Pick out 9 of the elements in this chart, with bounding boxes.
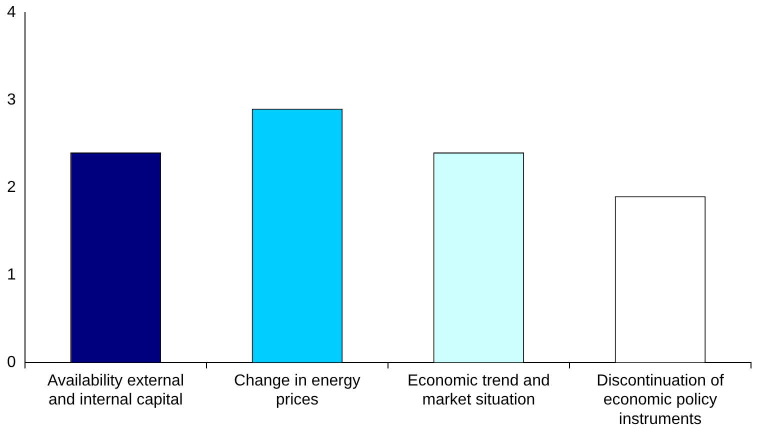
x-tick-label: Economic trend and market situation (408, 372, 550, 409)
y-tick-label: 3 (6, 91, 16, 108)
x-tick-label: Change in energy prices (234, 372, 360, 409)
y-tick-label: 2 (6, 178, 16, 196)
y-tick-label: 0 (6, 354, 16, 371)
y-tick-label: 4 (6, 4, 16, 22)
x-tick-label: Availability external and internal capital (47, 372, 184, 409)
x-tick-label: Discontinuation of economic policy instruments (596, 372, 724, 428)
y-tick-label: 1 (6, 266, 16, 284)
